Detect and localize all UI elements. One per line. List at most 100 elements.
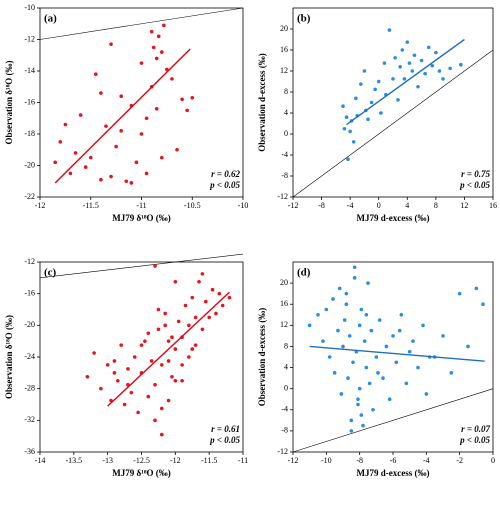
point <box>411 339 415 343</box>
point <box>112 371 117 375</box>
point <box>448 66 452 71</box>
point <box>377 318 382 322</box>
point <box>185 108 189 113</box>
annotation: r = 0.61 <box>211 424 240 434</box>
point <box>139 343 144 347</box>
x-axis-label: MJ79 d-excess (‰) <box>357 468 430 478</box>
point <box>364 312 369 317</box>
y-tick-label: 16 <box>280 45 288 54</box>
y-tick-label: -14 <box>24 66 35 75</box>
point <box>170 335 174 340</box>
point <box>327 355 332 359</box>
point <box>449 371 454 375</box>
x-tick-label: -12 <box>288 456 299 465</box>
point <box>466 344 470 349</box>
point <box>397 328 402 333</box>
reference-line <box>39 253 244 279</box>
y-tick-label: -32 <box>24 415 35 424</box>
plot-frame <box>292 7 494 198</box>
point <box>68 171 73 176</box>
point <box>163 323 167 328</box>
x-tick-label: -12 <box>170 456 181 465</box>
panel-label: (a) <box>44 13 57 25</box>
point <box>382 61 387 65</box>
point <box>85 374 90 379</box>
point <box>210 287 215 292</box>
point <box>321 339 325 343</box>
point <box>176 319 181 324</box>
point <box>156 307 161 312</box>
point <box>337 286 342 291</box>
point <box>119 94 123 98</box>
point <box>376 371 380 375</box>
point <box>341 344 345 349</box>
point <box>73 151 78 155</box>
point <box>203 299 208 304</box>
point <box>119 129 123 133</box>
point <box>437 69 442 73</box>
y-tick-label: 0 <box>284 383 288 392</box>
point <box>459 62 463 67</box>
point <box>398 65 402 69</box>
point <box>346 157 350 161</box>
point <box>394 360 399 365</box>
point <box>193 315 198 320</box>
point <box>356 402 360 407</box>
point <box>342 318 347 322</box>
point <box>153 418 157 423</box>
point <box>124 179 129 184</box>
x-tick-label: -14 <box>35 456 46 465</box>
point <box>336 328 340 333</box>
fit-line <box>54 48 191 184</box>
point <box>410 69 415 73</box>
point <box>352 265 357 270</box>
point <box>173 347 178 351</box>
y-tick-label: -16 <box>24 288 35 297</box>
point <box>114 144 118 149</box>
x-tick-label: 12 <box>460 201 468 210</box>
point <box>349 429 354 433</box>
point <box>357 323 362 328</box>
y-tick-label: -16 <box>24 97 35 106</box>
point <box>426 45 431 50</box>
y-tick-label: 20 <box>280 24 288 33</box>
annotation: p < 0.05 <box>209 435 240 445</box>
point <box>430 63 435 68</box>
x-tick-label: 16 <box>489 201 497 210</box>
y-tick-label: -18 <box>24 129 35 138</box>
panel-label: (c) <box>44 267 57 279</box>
x-tick-label: -8 <box>318 201 325 210</box>
point <box>149 359 154 363</box>
point <box>354 96 358 101</box>
point <box>99 386 103 391</box>
annotation: p < 0.05 <box>209 180 240 190</box>
y-axis-label: Observation δ¹⁸O (‰) <box>4 315 14 399</box>
point <box>129 181 134 185</box>
point <box>341 104 345 108</box>
x-tick-label: -11 <box>238 456 248 465</box>
y-tick-label: -12 <box>24 34 35 43</box>
point <box>379 111 383 115</box>
point <box>122 402 127 407</box>
point <box>342 126 347 131</box>
point <box>180 97 184 102</box>
point <box>457 291 462 296</box>
point <box>344 115 349 119</box>
reference-line <box>292 49 494 198</box>
y-tick-label: -36 <box>24 447 35 456</box>
x-tick-label: 8 <box>434 201 438 210</box>
point <box>146 331 151 336</box>
point <box>129 390 134 395</box>
y-tick-label: 12 <box>280 66 288 75</box>
point <box>92 351 96 355</box>
point <box>99 91 103 95</box>
x-tick-label: -12.5 <box>133 456 150 465</box>
x-tick-label: 0 <box>491 456 495 465</box>
x-tick-label: -10 <box>321 456 332 465</box>
point <box>99 177 103 182</box>
point <box>151 45 156 50</box>
point <box>419 58 424 63</box>
point <box>373 87 377 92</box>
y-tick-label: -28 <box>24 383 35 392</box>
point <box>109 174 113 179</box>
